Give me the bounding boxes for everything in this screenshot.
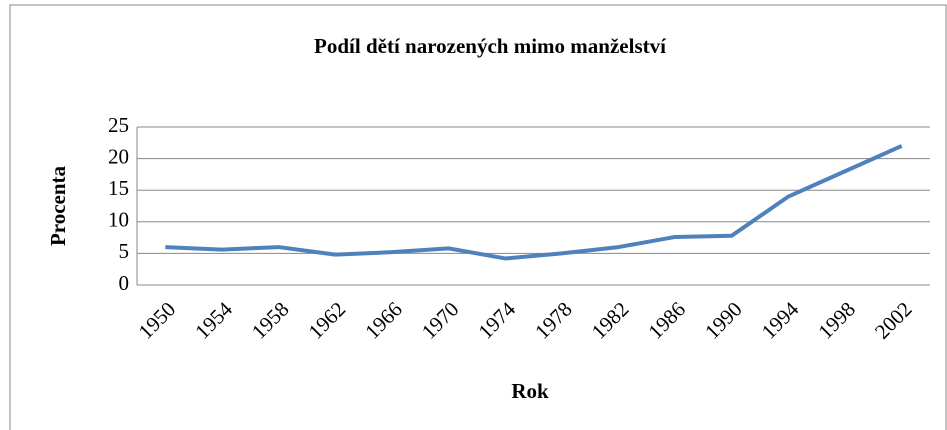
chart-title: Podíl dětí narozených mimo manželství xyxy=(314,34,667,58)
y-tick-label: 5 xyxy=(119,239,130,263)
y-tick-label: 20 xyxy=(108,144,129,168)
y-tick-label: 15 xyxy=(108,176,129,200)
data-line xyxy=(165,144,903,261)
y-tick-label: 0 xyxy=(119,271,130,295)
y-axis-label: Procenta xyxy=(46,165,70,246)
x-axis-label: Rok xyxy=(511,379,549,403)
chart-border xyxy=(9,4,947,430)
y-tick-label: 10 xyxy=(108,208,129,232)
y-tick-label: 25 xyxy=(108,113,129,137)
